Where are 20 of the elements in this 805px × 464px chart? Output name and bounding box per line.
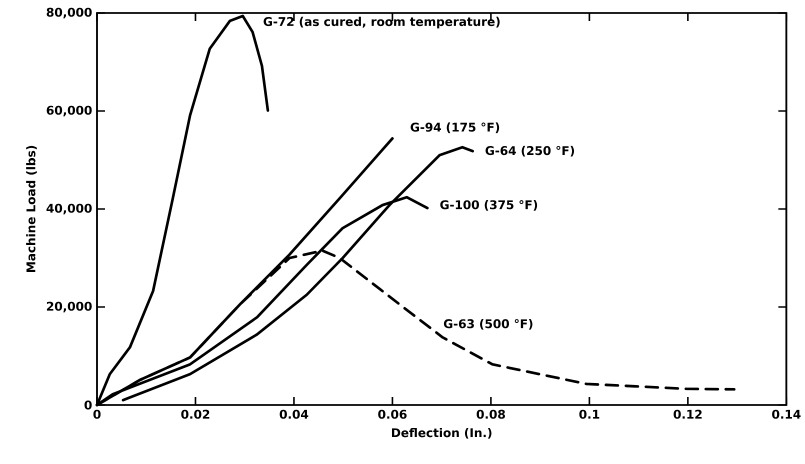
x-tick-label: 0.02 [181, 410, 210, 419]
series-label: G-100 (375 °F) [440, 200, 538, 211]
x-tick-label: 0.12 [674, 410, 702, 419]
series-label: G-63 (500 °F) [444, 318, 532, 330]
y-tick-label: 60,000 [46, 106, 92, 116]
y-tick-label: 40,000 [46, 204, 92, 214]
x-tick-label: 0.14 [772, 410, 801, 419]
x-tick-label: 0.06 [378, 410, 407, 419]
y-axis-title: Machine Load (lbs) [26, 146, 37, 272]
x-tick-label: 0.08 [476, 410, 505, 419]
series-label: G-64 (250 °F) [486, 146, 574, 157]
legend-label: G-72 (as cured, room temperature) [264, 16, 500, 28]
y-tick-label: 80,000 [46, 8, 92, 18]
series-label: G-94 (175 °F) [410, 122, 500, 134]
x-tick-label: 0 [93, 410, 101, 419]
x-axis-title: Deflection (In.) [392, 428, 492, 439]
x-tick-label: 0.04 [280, 410, 308, 419]
x-tick-label: 0.1 [579, 410, 600, 419]
y-tick-label: 0 [84, 400, 92, 410]
y-tick-label: 20,000 [46, 302, 92, 312]
